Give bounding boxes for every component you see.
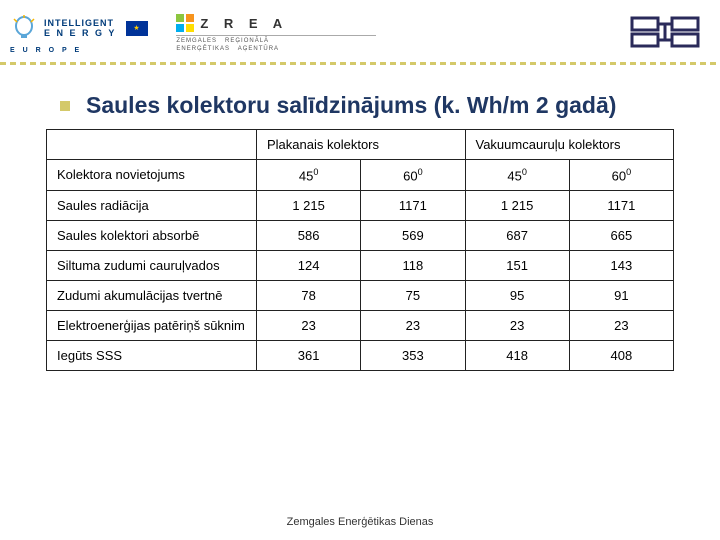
value-cell: 1171 (361, 191, 465, 221)
header-flat: Plakanais kolektors (257, 130, 466, 160)
slide-title: Saules kolektoru salīdzinājums (k. Wh/m … (0, 68, 720, 129)
value-cell: 418 (465, 341, 569, 371)
value-cell: 1171 (569, 191, 673, 221)
row-label: Saules radiācija (47, 191, 257, 221)
value-cell: 23 (361, 311, 465, 341)
row-label: Iegūts SSS (47, 341, 257, 371)
slide-footer: Zemgales Enerģētikas Dienas (0, 516, 720, 528)
zrea-square-icon (176, 14, 194, 32)
value-cell: 665 (569, 221, 673, 251)
table-header-row: Plakanais kolektors Vakuumcauruļu kolekt… (47, 130, 674, 160)
table-row: Iegūts SSS361353418408 (47, 341, 674, 371)
logo-intelligent-energy: INTELLIGENT E N E R G Y E U R O P E (10, 15, 148, 54)
row-label: Elektroenerģijas patēriņš sūknim (47, 311, 257, 341)
value-cell: 143 (569, 251, 673, 281)
value-cell: 687 (465, 221, 569, 251)
title-bullet-icon (60, 101, 70, 111)
table-row: Zudumi akumulācijas tvertnē78759591 (47, 281, 674, 311)
angle-cell: 450 (257, 160, 361, 191)
value-cell: 75 (361, 281, 465, 311)
table-row: Elektroenerģijas patēriņš sūknim23232323 (47, 311, 674, 341)
value-cell: 95 (465, 281, 569, 311)
header-empty (47, 130, 257, 160)
value-cell: 361 (257, 341, 361, 371)
zrea-logo-text: Z R E A (200, 16, 288, 31)
angle-cell: 600 (569, 160, 673, 191)
value-cell: 586 (257, 221, 361, 251)
logo-zrea: Z R E A ZEMGALES REĢIONĀLĀ ENERĢĒTIKAS A… (176, 14, 376, 54)
ie-logo-line1: INTELLIGENT (44, 19, 116, 28)
eu-flag-icon (126, 21, 148, 36)
title-text: Saules kolektoru salīdzinājums (k. Wh/m … (86, 92, 616, 118)
value-cell: 1 215 (465, 191, 569, 221)
value-cell: 124 (257, 251, 361, 281)
value-cell: 23 (569, 311, 673, 341)
table-angle-row: Kolektora novietojums450600450600 (47, 160, 674, 191)
table-row: Siltuma zudumi cauruļvados124118151143 (47, 251, 674, 281)
value-cell: 353 (361, 341, 465, 371)
value-cell: 1 215 (257, 191, 361, 221)
comparison-table-wrap: Plakanais kolektors Vakuumcauruļu kolekt… (0, 129, 720, 371)
value-cell: 118 (361, 251, 465, 281)
header-vacuum: Vakuumcauruļu kolektors (465, 130, 674, 160)
value-cell: 23 (465, 311, 569, 341)
zrea-divider (176, 35, 376, 36)
row-label: Zudumi akumulācijas tvertnē (47, 281, 257, 311)
value-cell: 78 (257, 281, 361, 311)
value-cell: 91 (569, 281, 673, 311)
ie-logo-line2: E N E R G Y (44, 29, 116, 38)
comparison-table: Plakanais kolektors Vakuumcauruļu kolekt… (46, 129, 674, 371)
value-cell: 23 (257, 311, 361, 341)
row-label: Saules kolektori absorbē (47, 221, 257, 251)
zrea-logo-sub: ZEMGALES REĢIONĀLĀ ENERĢĒTIKAS AĢENTŪRA (176, 38, 279, 54)
value-cell: 569 (361, 221, 465, 251)
value-cell: 151 (465, 251, 569, 281)
angle-row-label: Kolektora novietojums (47, 160, 257, 191)
angle-cell: 450 (465, 160, 569, 191)
table-row: Saules kolektori absorbē586569687665 (47, 221, 674, 251)
logo-right-shape (630, 14, 700, 55)
angle-cell: 600 (361, 160, 465, 191)
bulb-icon (10, 15, 38, 43)
logo-bar: INTELLIGENT E N E R G Y E U R O P E Z R … (0, 0, 720, 62)
row-label: Siltuma zudumi cauruļvados (47, 251, 257, 281)
table-row: Saules radiācija1 21511711 2151171 (47, 191, 674, 221)
value-cell: 408 (569, 341, 673, 371)
ie-logo-sub: E U R O P E (10, 47, 82, 54)
